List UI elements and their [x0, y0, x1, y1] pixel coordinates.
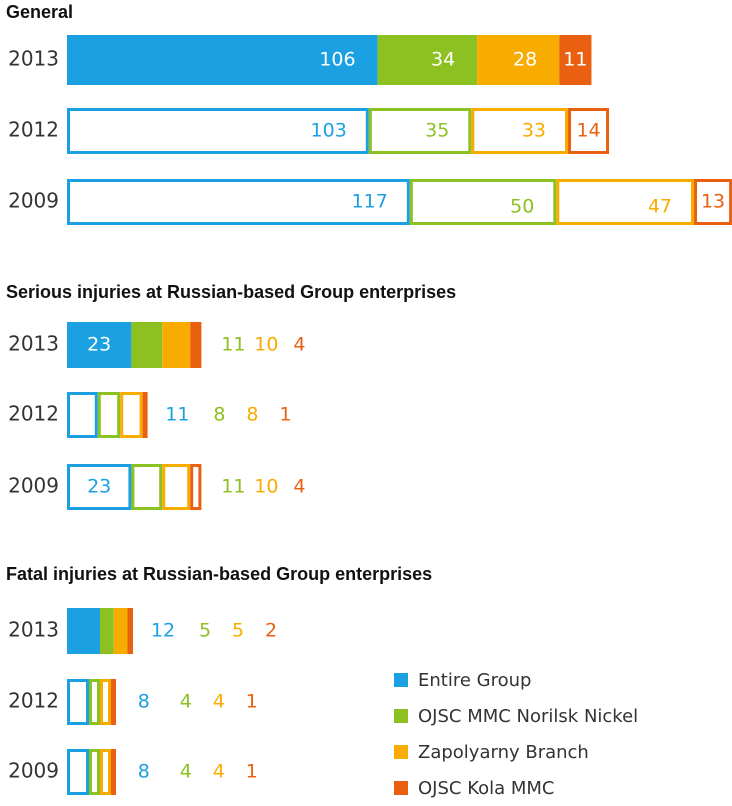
legend-item-kola-mmc: OJSC Kola MMC: [394, 770, 638, 806]
value-label-serious-2012-entire-group: 11: [165, 404, 189, 426]
bar-fatal-2013-norilsk-nickel: [100, 608, 114, 654]
bar-general-2013-zapolyarny: [477, 35, 560, 85]
value-label-general-2013-zapolyarny: 28: [513, 49, 537, 71]
bar-serious-2009-norilsk-nickel: [131, 464, 163, 510]
value-label-fatal-2009-entire-group: 8: [138, 761, 150, 783]
legend-item-entire-group: Entire Group: [394, 662, 638, 698]
bar-general-2009-norilsk-nickel: [409, 179, 557, 225]
bar-fatal-2009-kola-mmc: [111, 749, 116, 795]
value-label-fatal-2009-kola-mmc: 1: [246, 761, 258, 783]
value-label-general-2009-norilsk-nickel: 50: [510, 196, 534, 218]
value-label-fatal-2009-zapolyarny: 4: [213, 761, 225, 783]
value-label-serious-2012-norilsk-nickel: 8: [213, 404, 225, 426]
value-label-general-2009-kola-mmc: 13: [701, 191, 725, 213]
legend-swatch-entire-group: [394, 673, 408, 687]
value-label-serious-2009-kola-mmc: 4: [293, 476, 305, 498]
bar-serious-2012-zapolyarny: [120, 392, 143, 438]
value-label-general-2009-entire-group: 117: [352, 191, 388, 213]
bar-general-2013-entire-group: [67, 35, 378, 85]
value-label-general-2013-kola-mmc: 11: [563, 49, 587, 71]
bar-serious-2009-entire-group: [67, 464, 132, 510]
legend-item-norilsk-nickel: OJSC MMC Norilsk Nickel: [394, 698, 638, 734]
legend-label-zapolyarny: Zapolyarny Branch: [418, 741, 589, 763]
value-label-general-2012-kola-mmc: 14: [576, 120, 600, 142]
bar-fatal-2013-zapolyarny: [113, 608, 128, 654]
value-label-general-2009-zapolyarny: 47: [648, 196, 672, 218]
bar-fatal-2009-norilsk-nickel: [89, 749, 100, 795]
value-label-fatal-2012-kola-mmc: 1: [246, 691, 258, 713]
bar-general-2013-norilsk-nickel: [377, 35, 478, 85]
bar-fatal-2012-norilsk-nickel: [89, 679, 100, 725]
year-label-fatal-2012: 2012: [8, 689, 59, 713]
value-label-general-2012-entire-group: 103: [311, 120, 347, 142]
value-label-fatal-2012-norilsk-nickel: 4: [180, 691, 192, 713]
value-label-serious-2009-entire-group: 23: [87, 476, 111, 498]
value-label-serious-2009-norilsk-nickel: 11: [221, 476, 245, 498]
value-label-fatal-2013-norilsk-nickel: 5: [199, 620, 211, 642]
year-label-general-2012: 2012: [8, 118, 59, 142]
bar-general-2013-kola-mmc: [559, 35, 592, 85]
value-label-fatal-2013-entire-group: 12: [151, 620, 175, 642]
legend-swatch-kola-mmc: [394, 781, 408, 795]
value-label-fatal-2009-norilsk-nickel: 4: [180, 761, 192, 783]
bar-serious-2012-kola-mmc: [142, 392, 148, 438]
year-label-general-2013: 2013: [8, 47, 59, 71]
bar-serious-2013-zapolyarny: [162, 322, 191, 368]
value-label-general-2012-zapolyarny: 33: [522, 120, 546, 142]
bar-fatal-2009-entire-group: [67, 749, 89, 795]
value-label-general-2013-norilsk-nickel: 34: [431, 49, 455, 71]
chart-title-fatal: Fatal injuries at Russian-based Group en…: [6, 564, 433, 584]
bar-serious-2012-norilsk-nickel: [97, 392, 121, 438]
value-label-fatal-2013-zapolyarny: 5: [232, 620, 244, 642]
legend-item-zapolyarny: Zapolyarny Branch: [394, 734, 638, 770]
bar-general-2012-zapolyarny: [471, 108, 569, 154]
bar-fatal-2012-zapolyarny: [100, 679, 111, 725]
legend-label-entire-group: Entire Group: [418, 669, 532, 691]
bar-general-2009-kola-mmc: [694, 179, 732, 225]
bar-fatal-2009-zapolyarny: [100, 749, 111, 795]
legend-label-kola-mmc: OJSC Kola MMC: [418, 777, 555, 799]
bar-serious-2013-entire-group: [67, 322, 132, 368]
bar-serious-2009-kola-mmc: [190, 464, 202, 510]
value-label-general-2012-norilsk-nickel: 35: [425, 120, 449, 142]
legend-swatch-norilsk-nickel: [394, 709, 408, 723]
legend: Entire Group OJSC MMC Norilsk Nickel Zap…: [394, 662, 638, 806]
year-label-fatal-2009: 2009: [8, 759, 59, 783]
bar-fatal-2013-kola-mmc: [127, 608, 133, 654]
value-label-serious-2013-entire-group: 23: [87, 334, 111, 356]
year-label-general-2009: 2009: [8, 189, 59, 213]
value-label-fatal-2012-entire-group: 8: [138, 691, 150, 713]
bar-serious-2012-entire-group: [67, 392, 98, 438]
bar-fatal-2012-entire-group: [67, 679, 89, 725]
value-label-serious-2012-zapolyarny: 8: [246, 404, 258, 426]
value-label-fatal-2012-zapolyarny: 4: [213, 691, 225, 713]
value-label-serious-2013-norilsk-nickel: 11: [221, 334, 245, 356]
bar-serious-2009-zapolyarny: [162, 464, 191, 510]
bar-general-2009-entire-group: [67, 179, 410, 225]
value-label-fatal-2013-kola-mmc: 2: [265, 620, 277, 642]
year-label-fatal-2013: 2013: [8, 618, 59, 642]
bar-serious-2013-norilsk-nickel: [131, 322, 163, 368]
bar-general-2012-kola-mmc: [568, 108, 610, 154]
chart-title-serious: Serious injuries at Russian-based Group …: [6, 282, 457, 302]
value-label-serious-2013-zapolyarny: 10: [254, 334, 278, 356]
value-label-serious-2012-kola-mmc: 1: [279, 404, 291, 426]
year-label-serious-2012: 2012: [8, 402, 59, 426]
value-label-serious-2009-zapolyarny: 10: [254, 476, 278, 498]
bar-general-2012-norilsk-nickel: [368, 108, 472, 154]
bar-fatal-2013-entire-group: [67, 608, 100, 654]
legend-label-norilsk-nickel: OJSC MMC Norilsk Nickel: [418, 705, 639, 727]
chart-title-general: General: [6, 2, 74, 22]
year-label-serious-2009: 2009: [8, 474, 59, 498]
bar-serious-2013-kola-mmc: [190, 322, 202, 368]
bar-general-2012-entire-group: [67, 108, 369, 154]
bar-fatal-2012-kola-mmc: [111, 679, 116, 725]
bar-general-2009-zapolyarny: [556, 179, 695, 225]
year-label-serious-2013: 2013: [8, 332, 59, 356]
legend-swatch-zapolyarny: [394, 745, 408, 759]
value-label-serious-2013-kola-mmc: 4: [293, 334, 305, 356]
value-label-general-2013-entire-group: 106: [319, 49, 355, 71]
